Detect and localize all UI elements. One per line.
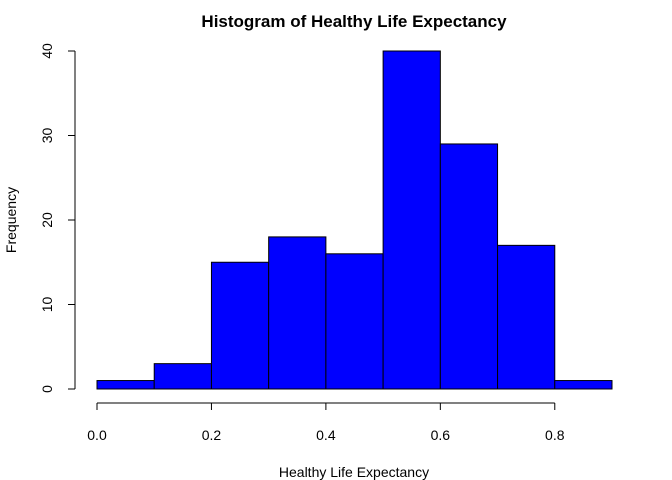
y-axis: 0 10 20 30 40 (39, 43, 76, 393)
x-axis-label: Healthy Life Expectancy (279, 464, 429, 480)
x-tick-label: 0.8 (545, 427, 565, 443)
y-tick-label: 0 (39, 385, 55, 393)
y-tick-label: 40 (39, 43, 55, 59)
histogram-bar-4 (268, 236, 327, 390)
y-tick-label: 30 (39, 128, 55, 144)
chart-title: Histogram of Healthy Life Expectancy (201, 12, 507, 31)
y-axis-label: Frequency (3, 187, 19, 253)
histogram-bar-2 (153, 363, 212, 390)
histogram-bar-5 (325, 253, 384, 390)
histogram-bar-8 (497, 244, 556, 390)
y-tick-label: 10 (39, 297, 55, 313)
y-tick-label: 20 (39, 212, 55, 228)
histogram-bar-9 (554, 380, 613, 390)
x-tick-label: 0.6 (431, 427, 451, 443)
x-tick-label: 0.4 (316, 427, 336, 443)
histogram-bar-3 (210, 261, 270, 390)
x-axis: 0.0 0.2 0.4 0.6 0.8 (87, 402, 565, 443)
histogram-bar-6 (382, 50, 441, 390)
histogram-bar-7 (439, 143, 499, 390)
x-tick-label: 0.0 (87, 427, 107, 443)
bars-group (96, 50, 613, 390)
x-tick-label: 0.2 (202, 427, 222, 443)
histogram-bar-1 (96, 380, 155, 390)
